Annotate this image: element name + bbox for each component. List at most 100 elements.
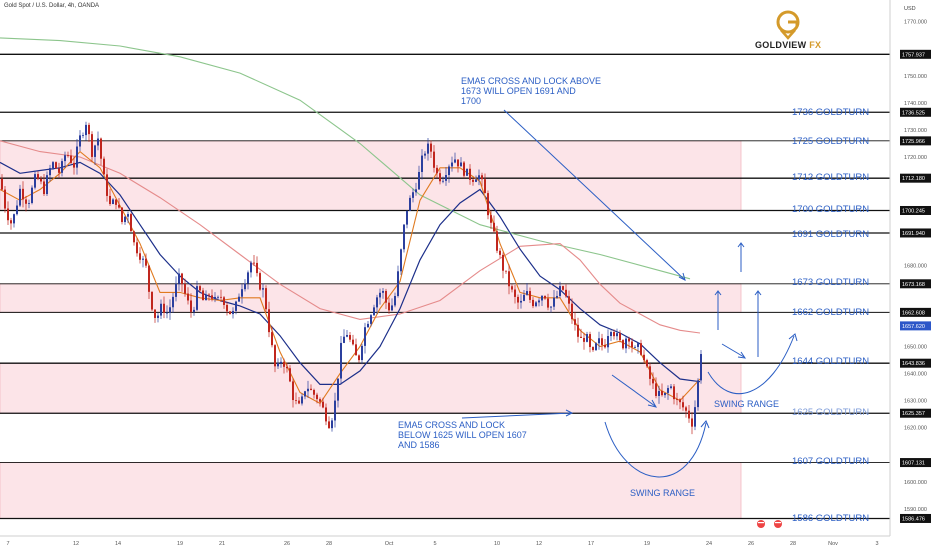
candle-body (481, 175, 483, 180)
candle-body (46, 175, 48, 195)
price-tag-label: 1757.937 (902, 52, 925, 58)
candle-body (535, 302, 537, 307)
candle-body (400, 249, 402, 272)
candle-body (490, 215, 492, 223)
candle-body (526, 291, 528, 295)
time-tick-label: 17 (588, 541, 594, 547)
price-tick-label: 1750.000 (904, 74, 927, 80)
candle-body (685, 407, 687, 411)
level-lines (0, 53, 890, 520)
annotation-ema-above: EMA5 CROSS AND LOCK ABOVE 1673 WILL OPEN… (461, 76, 601, 106)
candle-body (241, 289, 243, 297)
candle-body (43, 181, 45, 195)
candle-body (634, 346, 636, 348)
ema-red-line (0, 140, 701, 334)
candle-body (469, 168, 471, 180)
candle-body (181, 273, 183, 284)
price-tag-label: 1725.966 (902, 139, 925, 145)
arrow-line (503, 109, 686, 281)
pink-zones (0, 140, 742, 519)
candle-body (670, 386, 672, 389)
candle-body (145, 258, 147, 266)
candle-body (1, 178, 3, 190)
goldturn-label: 1673 GOLDTURN (792, 277, 870, 289)
time-tick-label: 10 (494, 541, 500, 547)
candle-body (370, 315, 372, 324)
candle-body (442, 180, 444, 182)
candle-body (322, 401, 324, 408)
candle-body (514, 289, 516, 297)
candle-body (25, 199, 27, 204)
candle-body (694, 407, 696, 427)
candle-body (250, 262, 252, 273)
price-tag (900, 205, 931, 215)
candle-body (265, 288, 267, 310)
price-tag (900, 107, 931, 117)
candle-body (253, 262, 255, 264)
price-tag (900, 173, 931, 183)
ema-green-line (0, 37, 691, 280)
candle-body (571, 303, 573, 320)
pink-zone (0, 140, 742, 211)
time-tick-label: 12 (73, 541, 79, 547)
candle-body (13, 214, 15, 224)
candle-body (637, 343, 639, 347)
candle-body (166, 312, 168, 314)
candle-body (580, 336, 582, 338)
candle-body (493, 222, 495, 232)
candle-body (697, 380, 699, 408)
economic-events[interactable] (757, 520, 782, 528)
candle-body (316, 394, 318, 400)
candle-body (562, 286, 564, 290)
candle-body (94, 145, 96, 157)
goldturn-label: 1736 GOLDTURN (792, 106, 870, 118)
arrow-line (721, 343, 745, 358)
candle-body (214, 296, 216, 299)
candle-body (403, 224, 405, 250)
candle-body (547, 298, 549, 308)
price-tag-label: 1691.940 (902, 231, 925, 237)
candle-body (577, 324, 579, 337)
candle-body (478, 175, 480, 180)
candle-body (586, 334, 588, 342)
arrow-head (737, 242, 745, 248)
candle-body (142, 258, 144, 260)
candle-body (175, 283, 177, 297)
candle-body (454, 159, 456, 163)
us-flag-icon[interactable] (774, 520, 782, 528)
candle-body (640, 343, 642, 355)
candle-body (259, 273, 261, 290)
candle-body (349, 335, 351, 340)
candle-body (133, 231, 135, 243)
candle-body (544, 295, 546, 299)
annotation-line: AND 1586 (398, 440, 440, 450)
candle-body (532, 299, 534, 307)
candle-body (394, 296, 396, 306)
candle-body (421, 155, 423, 172)
time-axis[interactable]: 7 12 14 19 21 26 28 Oct 5 10 12 17 19 24 26 28 Nov 3 (0, 535, 890, 547)
goldview-logo-icon (776, 10, 800, 40)
arrow-head (737, 351, 747, 359)
candle-body (451, 162, 453, 167)
axis-unit: USD (904, 6, 916, 12)
candle-body (118, 204, 120, 208)
price-tick-label: 1640.000 (904, 372, 927, 378)
candle-body (55, 162, 57, 169)
candle-body (499, 250, 501, 255)
candle-body (433, 151, 435, 168)
pink-zone (0, 462, 742, 519)
candle-body (700, 354, 702, 381)
goldturn-label: 1691 GOLDTURN (792, 228, 870, 240)
price-axis[interactable]: 1590.000 1600.000 1620.000 1630.000 1640.000… (889, 0, 931, 536)
candle-body (661, 391, 663, 396)
price-tick-label: 1600.000 (904, 480, 927, 486)
candle-body (382, 290, 384, 293)
price-tag-label: 1700.245 (902, 208, 925, 214)
candle-body (256, 262, 258, 274)
time-tick-label: 14 (115, 541, 121, 547)
candle-body (424, 153, 426, 156)
arrow-line (461, 412, 573, 419)
us-flag-icon[interactable] (757, 520, 765, 528)
candle-body (625, 338, 627, 349)
